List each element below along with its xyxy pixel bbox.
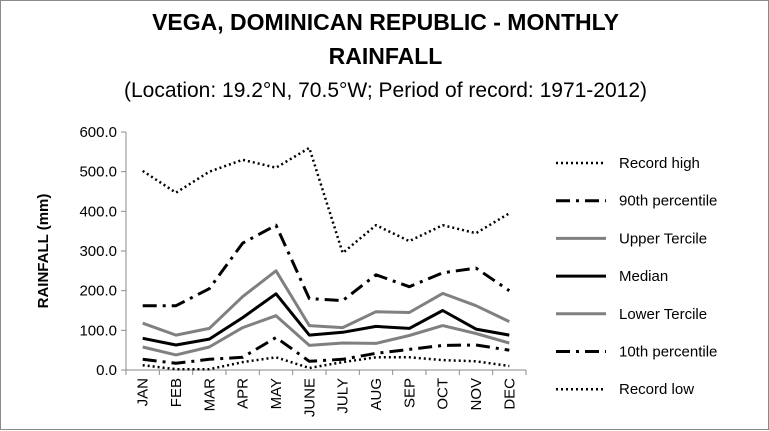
series-line-record-low [142, 356, 510, 371]
y-tick-label: 0.0 [96, 362, 117, 379]
x-tick-label: JAN [135, 378, 152, 406]
x-tick-label: OCT [435, 378, 452, 410]
x-tick-label: AUG [368, 378, 385, 411]
x-tick-label: DEC [501, 378, 518, 410]
x-tick-label: MAY [268, 378, 285, 409]
x-tick-label: JUNE [301, 378, 318, 417]
x-tick-label: FEB [168, 378, 185, 407]
x-tick-label: SEP [401, 378, 418, 408]
x-tick-label: JULY [335, 378, 352, 414]
y-tick-label: 200.0 [79, 283, 117, 300]
chart-title-line-1: VEGA, DOMINICAN REPUBLIC - MONTHLY [152, 9, 619, 35]
x-tick-label: MAR [201, 378, 218, 412]
y-tick-label: 100.0 [79, 322, 117, 339]
y-tick-label: 600.0 [79, 124, 117, 141]
x-tick-label: NOV [468, 378, 485, 411]
series-line-upper-tercile [142, 269, 510, 337]
series-line-lower-tercile [142, 314, 510, 357]
legend-label-10th-percentile: 10th percentile [619, 344, 717, 361]
y-tick-label: 300.0 [79, 243, 117, 260]
series-line-median [142, 292, 510, 347]
series-line-10th-percentile [142, 336, 510, 365]
y-tick-label: 500.0 [79, 164, 117, 181]
chart-subtitle: (Location: 19.2°N, 70.5°W; Period of rec… [123, 79, 648, 102]
legend-label-record-low: Record low [619, 381, 694, 398]
chart-title-line-2: RAINFALL [328, 43, 443, 69]
legend-label-median: Median [619, 268, 668, 285]
legend-label-90th-percentile: 90th percentile [619, 193, 717, 210]
y-tick-label: 400.0 [79, 203, 117, 220]
x-tick-label: APR [235, 378, 252, 409]
legend-label-record-high: Record high [619, 155, 700, 172]
y-axis-title: RAINFALL (mm) [35, 194, 52, 309]
series-line-record-high [142, 146, 510, 255]
legend-label-upper-tercile: Upper Tercile [619, 230, 707, 247]
series-line-90th-percentile [142, 223, 511, 308]
legend-label-lower-tercile: Lower Tercile [619, 306, 707, 323]
